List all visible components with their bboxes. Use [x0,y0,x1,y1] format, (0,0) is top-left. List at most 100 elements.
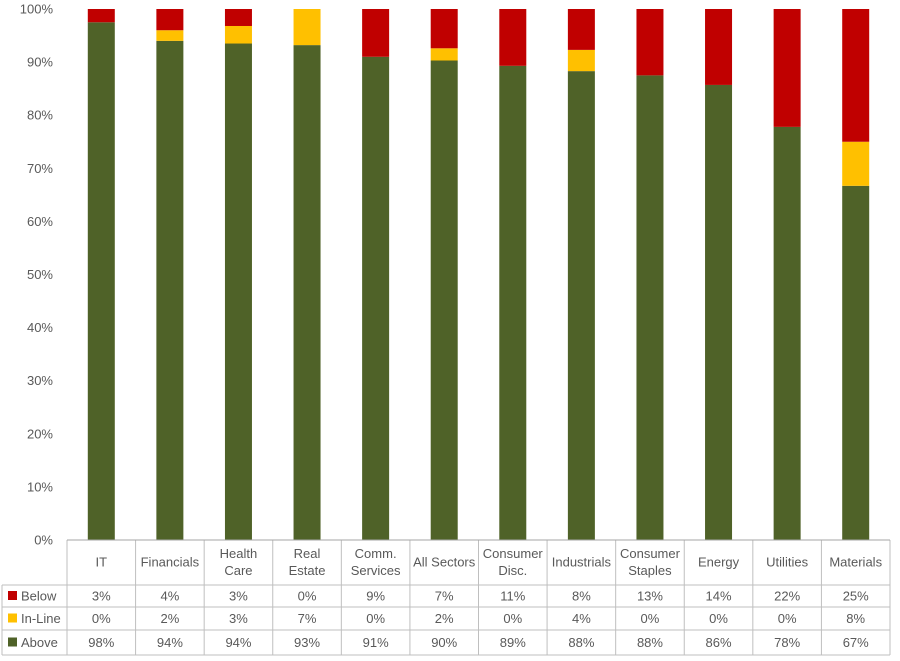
category-label: Industrials [552,555,612,570]
bar-segment-below [430,9,458,49]
category-label: Health [220,546,258,561]
table-cell-below: 22% [774,589,800,604]
y-tick-label: 20% [27,426,53,441]
table-cell-below: 4% [160,589,179,604]
bar-segment-in-line [156,30,184,41]
table-cell-in-line: 7% [298,611,317,626]
legend-key-in-line [8,613,17,623]
bar-segment-below [362,9,390,57]
bar-segment-above [773,126,801,540]
table-cell-below: 3% [229,589,248,604]
y-tick-label: 10% [27,479,53,494]
table-cell-above: 89% [500,635,526,650]
legend-key-above [8,637,17,647]
bar-segment-above [842,185,870,540]
legend-label-above: Above [21,635,58,650]
category-label: Comm. [355,546,397,561]
bar-segment-below [842,9,870,142]
table-cell-above: 88% [568,635,594,650]
table-cell-below: 11% [500,589,525,604]
bar-segment-below [224,9,252,26]
table-cell-in-line: 2% [435,611,454,626]
category-label: Staples [628,563,672,578]
bar-segment-in-line [567,49,595,72]
bar-segment-above [567,71,595,540]
table-cell-above: 90% [431,635,457,650]
category-label: All Sectors [413,555,476,570]
bar-segment-below [773,9,801,127]
table-cell-below: 8% [572,589,591,604]
table-cell-in-line: 2% [160,611,179,626]
table-cell-above: 67% [843,635,869,650]
bar-segment-above [499,65,527,540]
table-cell-above: 94% [157,635,183,650]
category-label: Consumer [620,546,681,561]
category-label: Consumer [483,546,544,561]
bar-segment-in-line [430,48,458,61]
category-label: Care [224,563,252,578]
category-label: Energy [698,555,740,570]
category-label: Estate [289,563,326,578]
table-cell-in-line: 0% [92,611,111,626]
table-cell-in-line: 0% [709,611,728,626]
table-cell-below: 0% [298,589,317,604]
table-cell-below: 13% [637,589,663,604]
bar-segment-above [87,22,115,540]
bar-segment-in-line [293,9,321,46]
table-cell-above: 88% [637,635,663,650]
y-axis: 0% 10% 20% 30% 40% 50% 60% 70% 80% 90% 100% [20,2,54,548]
category-label: Real [294,546,321,561]
table-cell-below: 14% [706,589,732,604]
y-tick-label: 70% [27,161,53,176]
table-cell-above: 94% [225,635,251,650]
bar-segment-above [362,56,390,540]
bar-segment-below [156,9,184,31]
table-cell-in-line: 0% [778,611,797,626]
category-label: IT [96,555,108,570]
table-cell-above: 93% [294,635,320,650]
bar-segment-below [705,9,733,85]
bar-segment-below [636,9,664,76]
table-cell-in-line: 3% [229,611,248,626]
category-label: Services [351,563,401,578]
bars [87,9,870,541]
y-tick-label: 30% [27,373,53,388]
bar-segment-above [430,60,458,541]
legend-key-below [8,591,17,600]
category-label: Disc. [498,563,527,578]
category-label: Financials [141,555,200,570]
table-cell-below: 25% [843,589,869,604]
table-cell-below: 9% [366,589,385,604]
bar-segment-in-line [224,25,252,44]
y-tick-label: 90% [27,55,53,70]
bar-segment-above [293,45,321,540]
table-cell-in-line: 0% [503,611,522,626]
table-cell-below: 3% [92,589,111,604]
table-cell-above: 98% [88,635,114,650]
y-tick-label: 50% [27,267,53,282]
y-tick-label: 60% [27,214,53,229]
bar-segment-above [156,40,184,541]
bar-segment-below [499,9,527,66]
legend-label-below: Below [21,589,57,604]
table-cell-above: 86% [706,635,732,650]
bar-segment-below [567,9,595,50]
bar-segment-above [705,84,733,541]
table-cell-below: 7% [435,589,454,604]
legend-label-in-line: In-Line [21,611,61,626]
table-cell-in-line: 0% [366,611,385,626]
category-label: Materials [829,555,882,570]
table-cell-in-line: 4% [572,611,591,626]
bar-segment-below [87,9,115,23]
bar-segment-above [636,75,664,540]
bar-segment-above [224,43,252,540]
table-cell-in-line: 8% [846,611,865,626]
table-cell-above: 91% [363,635,389,650]
table-cell-in-line: 0% [641,611,660,626]
y-tick-label: 100% [20,2,54,17]
y-tick-label: 80% [27,108,53,123]
data-table: IT Financials Health Care Real Estate Comm. Ser… [1,539,891,656]
y-tick-label: 0% [34,533,53,548]
category-label: Utilities [766,555,808,570]
